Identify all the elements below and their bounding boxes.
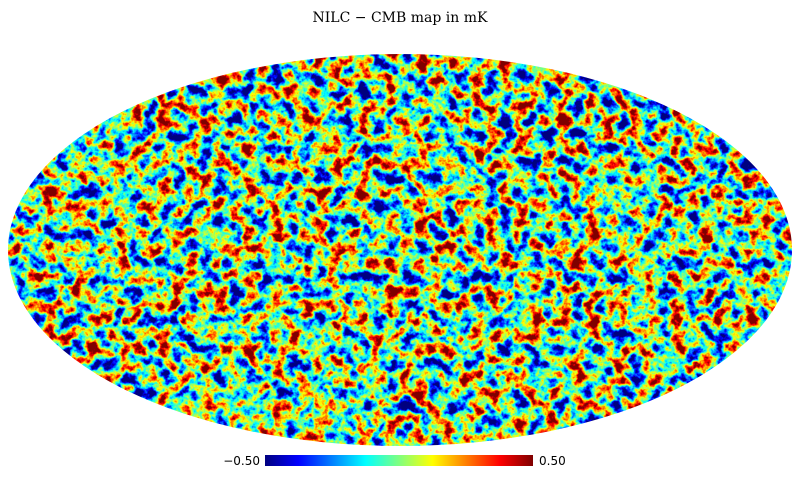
sky-map [8,54,792,446]
map-texture [8,54,792,446]
colorbar-tick-label: −0.50 [223,454,260,468]
colorbar [265,455,533,466]
colorbar-tick-label: 0.50 [539,454,566,468]
chart-title: NILC − CMB map in mK [313,10,488,26]
